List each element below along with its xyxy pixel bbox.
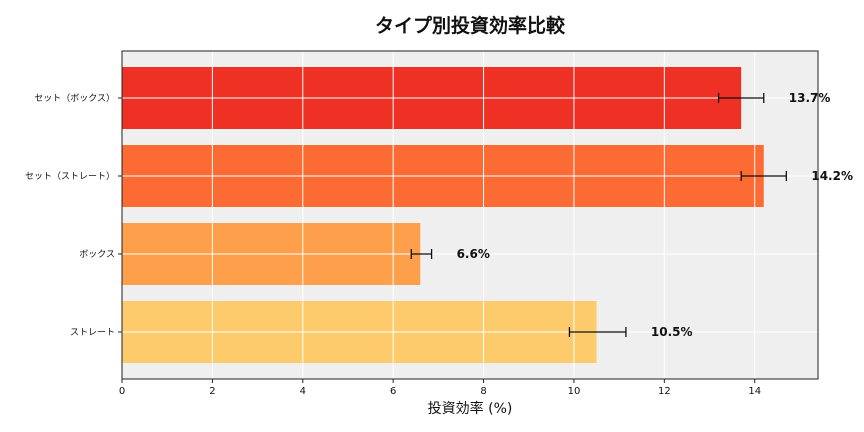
chart-title: タイプ別投資効率比較	[375, 14, 566, 37]
plot-frame	[121, 50, 819, 380]
y-tick-label-0: セット（ボックス）	[34, 93, 115, 104]
y-tick-label-2: ボックス	[79, 249, 115, 260]
x-tick-label-3: 6	[390, 386, 396, 397]
x-tick-label-6: 12	[658, 386, 671, 397]
data-label-3: 10.5%	[651, 325, 693, 339]
x-tick-label-0: 0	[119, 386, 125, 397]
y-tick-label-1: セット（ストレート）	[25, 171, 115, 182]
y-tick-label-3: ストレート	[70, 328, 115, 338]
x-axis-label: 投資効率 (%)	[428, 400, 513, 417]
data-label-1: 14.2%	[811, 169, 853, 183]
data-label-2: 6.6%	[457, 247, 490, 261]
x-tick-label-5: 10	[568, 386, 581, 397]
x-tick-label-7: 14	[748, 386, 761, 397]
x-tick-label-4: 8	[480, 386, 486, 397]
x-tick-label-2: 4	[300, 386, 306, 397]
x-tick-label-1: 2	[209, 386, 215, 397]
data-label-0: 13.7%	[789, 91, 831, 105]
